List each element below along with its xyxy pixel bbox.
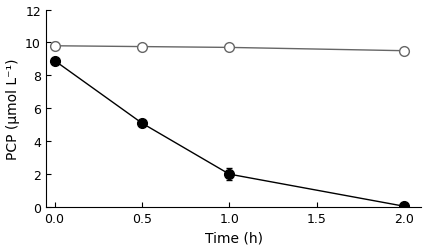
X-axis label: Time (h): Time (h)	[204, 230, 262, 244]
Y-axis label: PCP (μmol L⁻¹): PCP (μmol L⁻¹)	[6, 58, 20, 160]
